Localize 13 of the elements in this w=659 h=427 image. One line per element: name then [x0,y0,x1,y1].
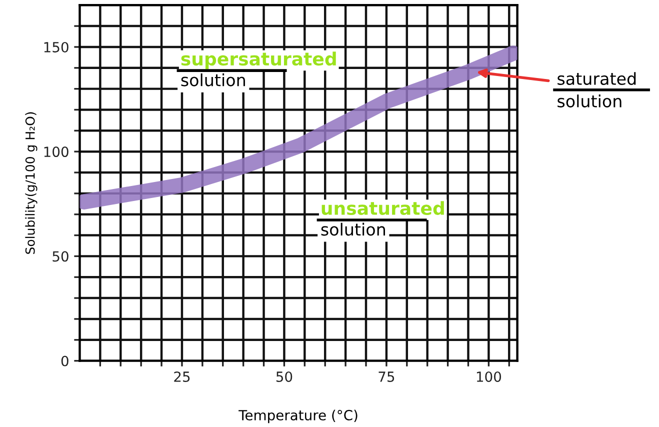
y-tick-label: 150 [44,42,68,52]
annotation: supersaturated solution [181,52,336,86]
x-tick-label: 100 [476,371,502,382]
y-tick-label: 0 [61,356,68,366]
annotation: unsaturated solution [321,201,444,236]
y-tick-label: 100 [44,146,68,158]
y-axis-title: Solubility(g/100 g H₂O) [25,112,38,254]
x-tick-label: 75 [378,372,394,382]
annotation: saturated solution [558,72,636,108]
x-axis-title: Temperature (°C) [238,410,358,424]
y-tick-label: 50 [52,251,68,262]
x-tick-label: 25 [174,371,190,382]
x-tick-label: 50 [276,371,292,382]
